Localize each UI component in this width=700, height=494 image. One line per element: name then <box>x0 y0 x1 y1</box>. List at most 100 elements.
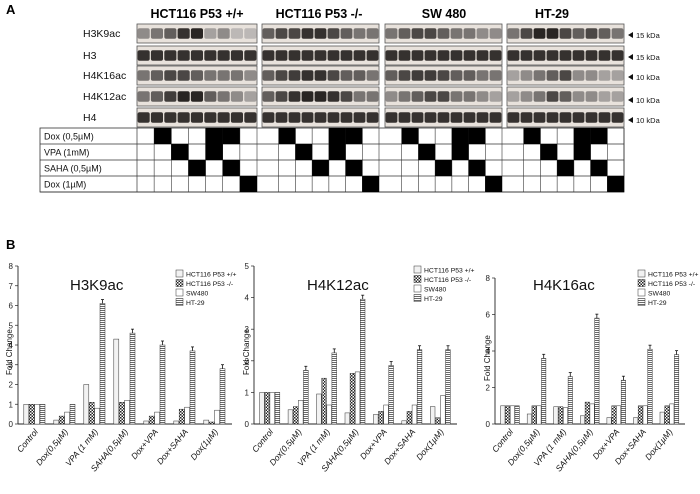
blot-band <box>546 28 559 39</box>
kda-label: 15 kDa <box>636 53 661 62</box>
blot-band <box>546 112 559 123</box>
grid-cell-filled <box>485 176 502 192</box>
bar <box>99 303 106 425</box>
blot-band <box>230 28 243 39</box>
blot-band <box>217 112 230 123</box>
bar <box>536 405 542 425</box>
grid-cell-filled <box>590 160 608 176</box>
treatment-label: Dox (0,5µM) <box>44 132 94 142</box>
bar <box>94 407 100 425</box>
grid-cell-filled <box>418 144 436 160</box>
bar <box>401 420 407 425</box>
grid-cell-filled <box>171 144 189 160</box>
bar <box>411 404 418 425</box>
bar <box>373 414 379 425</box>
bar <box>584 401 590 425</box>
x-category-label: Dox(1µM) <box>414 427 446 462</box>
blot-band <box>398 70 411 81</box>
blot-band <box>301 70 314 81</box>
legend-label: HT-29 <box>186 300 205 307</box>
bar <box>659 411 665 425</box>
bar <box>531 405 537 425</box>
blot-row-label: H3 <box>83 50 97 62</box>
y-tick-label: 4 <box>486 347 491 356</box>
blot-band <box>164 50 177 61</box>
blot-band <box>137 28 150 39</box>
bar <box>259 392 265 425</box>
blot-band <box>559 112 572 123</box>
bar <box>173 420 180 425</box>
bar <box>113 338 120 425</box>
blot-band <box>533 28 546 39</box>
legend-label: SW480 <box>186 290 209 297</box>
blot-band <box>507 91 520 102</box>
legend-swatch <box>413 294 422 302</box>
blot-band <box>366 50 379 61</box>
grid-cell-filled <box>205 144 223 160</box>
legend-label: HCT116 P53 -/- <box>424 277 471 284</box>
grid-cell-filled <box>401 128 419 144</box>
blot-band <box>598 50 611 61</box>
blot-band <box>533 91 546 102</box>
bar <box>360 298 366 425</box>
blot-band <box>572 70 585 81</box>
blot-band <box>217 28 230 39</box>
blot-band <box>546 91 559 102</box>
bar <box>287 409 294 425</box>
blot-band <box>476 112 489 123</box>
bar <box>606 417 612 425</box>
bar <box>440 395 446 425</box>
legend-swatch <box>637 298 646 306</box>
blot-band <box>385 28 398 39</box>
bar <box>274 392 281 425</box>
blot-band <box>398 112 411 123</box>
y-tick-label: 1 <box>9 400 14 409</box>
marker-arrow-icon <box>628 117 633 123</box>
blot-band <box>217 50 230 61</box>
bar <box>642 405 648 425</box>
western-blot-rows: H3K9ac 15 kDa H3 15 kDa H4K16ac 10 kDa H4K12ac… <box>83 23 661 128</box>
blot-band <box>385 50 398 61</box>
blot-band <box>585 70 598 81</box>
blot-band <box>204 112 217 123</box>
bar <box>219 368 226 425</box>
blot-band <box>230 50 243 61</box>
blot-band <box>398 50 411 61</box>
blot-band <box>150 112 163 123</box>
blot-band <box>340 50 353 61</box>
blot-band <box>520 28 533 39</box>
blot-band <box>437 70 450 81</box>
blot-band <box>559 70 572 81</box>
blot-band <box>507 28 520 39</box>
blot-band <box>533 112 546 123</box>
blot-row-label: H3K9ac <box>83 28 120 40</box>
blot-band <box>137 50 150 61</box>
treatment-label: VPA (1mM) <box>44 148 89 158</box>
blot-band <box>533 70 546 81</box>
panel-label-a: A <box>6 2 16 17</box>
grid-cell-filled <box>435 160 452 176</box>
cell-line-header: HCT116 P53 +/+ <box>150 7 243 21</box>
blot-band <box>288 112 301 123</box>
blot-band <box>611 28 624 39</box>
grid-cell-filled <box>468 128 486 144</box>
bar <box>303 370 309 425</box>
legend-swatch <box>175 269 184 278</box>
blot-band <box>450 91 463 102</box>
blot-band <box>244 50 257 61</box>
blot-band <box>507 70 520 81</box>
blot-band <box>190 28 203 39</box>
blot-band <box>164 91 177 102</box>
blot-band <box>463 112 476 123</box>
bar <box>326 404 332 425</box>
blot-band <box>598 112 611 123</box>
blot-band <box>177 91 190 102</box>
chart-title: H3K9ac <box>70 277 124 294</box>
blot-band <box>204 70 217 81</box>
blot-band <box>520 91 533 102</box>
bar <box>558 406 564 425</box>
kda-label: 15 kDa <box>636 31 661 40</box>
bar <box>118 402 125 425</box>
